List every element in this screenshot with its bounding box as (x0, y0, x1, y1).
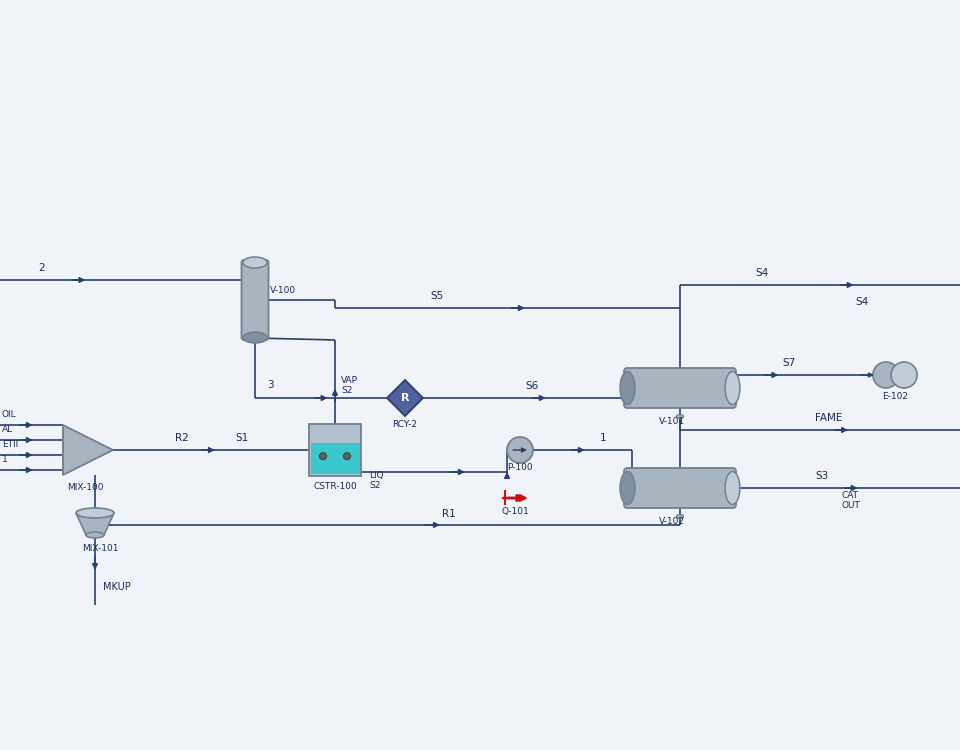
Text: LIQ
S2: LIQ S2 (369, 470, 384, 490)
Ellipse shape (243, 332, 267, 343)
Text: CSTR-100: CSTR-100 (313, 482, 357, 491)
Circle shape (320, 453, 326, 460)
Text: RCY-2: RCY-2 (393, 420, 418, 429)
Ellipse shape (620, 472, 635, 505)
FancyBboxPatch shape (624, 368, 736, 408)
Text: R: R (400, 393, 409, 403)
Ellipse shape (677, 514, 684, 518)
Text: R1: R1 (442, 509, 456, 519)
Polygon shape (63, 425, 113, 475)
Circle shape (344, 453, 350, 460)
Ellipse shape (243, 257, 267, 268)
Circle shape (891, 362, 917, 388)
Text: CAT
OUT: CAT OUT (842, 490, 861, 510)
Polygon shape (76, 513, 114, 535)
Text: S6: S6 (525, 381, 539, 391)
Text: FAME: FAME (815, 413, 842, 423)
Ellipse shape (620, 371, 635, 404)
Ellipse shape (677, 415, 684, 419)
Text: R2: R2 (175, 433, 189, 443)
FancyBboxPatch shape (309, 424, 361, 476)
Text: 2: 2 (38, 263, 44, 273)
Text: MKUP: MKUP (103, 582, 131, 592)
Text: 3: 3 (267, 380, 274, 390)
FancyBboxPatch shape (310, 443, 359, 475)
Text: 1: 1 (2, 455, 8, 464)
Circle shape (507, 437, 533, 463)
Text: S4: S4 (755, 268, 768, 278)
Text: V-102: V-102 (659, 518, 685, 526)
Ellipse shape (86, 532, 104, 538)
Ellipse shape (76, 508, 114, 518)
Ellipse shape (725, 371, 740, 404)
Text: V-100: V-100 (270, 286, 296, 295)
Text: S5: S5 (430, 291, 444, 301)
Ellipse shape (725, 472, 740, 505)
Text: E-102: E-102 (882, 392, 908, 401)
Text: MIX-100: MIX-100 (67, 483, 104, 492)
Text: Q-101: Q-101 (501, 507, 529, 516)
Text: S4: S4 (855, 297, 868, 307)
Text: 1: 1 (600, 433, 607, 443)
Text: VAP
S2: VAP S2 (341, 376, 358, 395)
Text: S7: S7 (782, 358, 795, 368)
FancyBboxPatch shape (242, 260, 269, 340)
Text: P-100: P-100 (507, 463, 533, 472)
Text: ETII: ETII (2, 440, 18, 449)
Polygon shape (387, 380, 423, 416)
Text: OIL: OIL (2, 410, 16, 419)
Text: S3: S3 (815, 471, 828, 481)
FancyBboxPatch shape (624, 468, 736, 508)
Text: MIX-101: MIX-101 (82, 544, 118, 553)
Text: V-101: V-101 (659, 418, 685, 427)
Text: AL: AL (2, 425, 13, 434)
Text: S1: S1 (235, 433, 249, 443)
Circle shape (873, 362, 899, 388)
